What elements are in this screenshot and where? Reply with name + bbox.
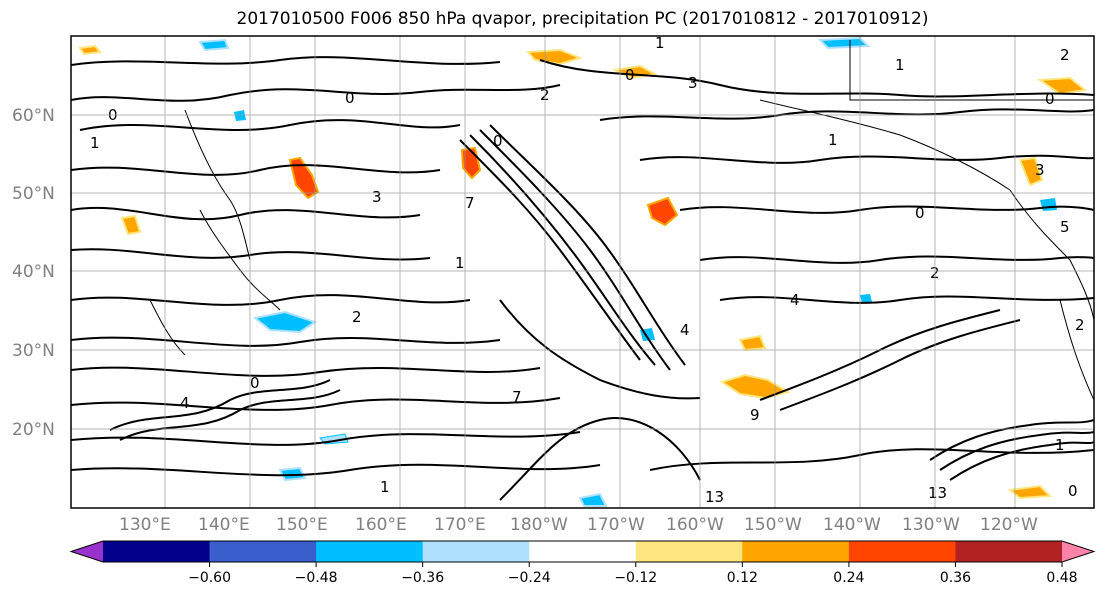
contour-label: 0 (1068, 482, 1078, 500)
lon-label: 140°E (198, 515, 250, 535)
contour-label: 1 (655, 34, 665, 52)
colorbar-segment (742, 541, 850, 562)
colorbar-segment (529, 541, 637, 562)
colorbar-segment (955, 541, 1063, 562)
contour-label: 9 (750, 406, 760, 424)
lon-label: 120°W (980, 515, 1038, 535)
colorbar-segment (1062, 541, 1094, 562)
lon-label: 130°W (902, 515, 960, 535)
contour-label: 0 (345, 89, 355, 107)
latitude-labels: 60°N 50°N 40°N 30°N 20°N (12, 106, 55, 440)
colorbar-tick-label: 0.36 (940, 570, 971, 586)
contour-label: 3 (372, 188, 382, 206)
coastlines (149, 40, 1094, 401)
colorbar-tick-label: −0.48 (295, 570, 338, 586)
colorbar-tick-label: −0.36 (401, 570, 444, 586)
map-title: 2017010500 F006 850 hPa qvapor, precipit… (236, 9, 929, 29)
colorbar-segment (316, 541, 424, 562)
lat-label: 60°N (12, 106, 55, 126)
contour-label: 2 (352, 308, 362, 326)
contour-label: 2 (1060, 46, 1070, 64)
colorbar-segment (209, 541, 317, 562)
contour-label: 0 (493, 132, 503, 150)
contour-label: 1 (455, 254, 465, 272)
contour-label: 13 (928, 484, 947, 502)
contour-label: 4 (790, 291, 800, 309)
qvapor-contours (71, 56, 1094, 501)
colorbar-tick-label: −0.12 (614, 570, 657, 586)
contour-label: 7 (512, 388, 522, 406)
lat-label: 20°N (12, 420, 55, 440)
contour-label: 13 (705, 488, 724, 506)
contour-label: 0 (625, 66, 635, 84)
lon-label: 170°W (587, 515, 645, 535)
lon-label: 150°W (744, 515, 802, 535)
longitude-labels: 130°E 140°E 150°E 160°E 170°E 180°W 170°… (119, 515, 1038, 535)
contour-label: 1 (1055, 436, 1065, 454)
contour-label: 5 (1060, 218, 1070, 236)
contour-label: 1 (895, 56, 905, 74)
contour-label: 2 (1075, 316, 1085, 334)
contour-label: 1 (90, 134, 100, 152)
contour-label: 4 (180, 394, 190, 412)
colorbar-tick-label: 0.48 (1046, 570, 1077, 586)
contour-label: 1 (380, 478, 390, 496)
colorbar-tick-label: 0.24 (833, 570, 864, 586)
colorbar-segment (848, 541, 956, 562)
lon-label: 180°W (510, 515, 568, 535)
contour-label: 1 (828, 131, 838, 149)
lon-label: 150°E (276, 515, 328, 535)
contour-label: 3 (1035, 161, 1045, 179)
colorbar-outline (69, 540, 1096, 563)
map-plot-area (71, 36, 1094, 508)
colorbar-segment (635, 541, 743, 562)
lon-label: 170°E (434, 515, 486, 535)
contour-label: 3 (688, 74, 698, 92)
contour-label: 0 (1045, 90, 1055, 108)
contour-label: 4 (680, 321, 690, 339)
colorbar-segment (71, 541, 103, 562)
colorbar: −0.60 −0.48 −0.36 −0.24 −0.12 0.12 0.24 0.36 0.4… (69, 540, 1096, 586)
lon-label: 160°E (355, 515, 407, 535)
colorbar-tick-label: −0.24 (508, 570, 551, 586)
map-frame (70, 35, 1095, 509)
contour-label: 0 (915, 204, 925, 222)
colorbar-segment (103, 541, 211, 562)
lat-label: 40°N (12, 262, 55, 282)
contour-label: 7 (465, 194, 475, 212)
lat-label: 50°N (12, 184, 55, 204)
colorbar-segment (422, 541, 530, 562)
colorbar-tick-label: −0.60 (188, 570, 231, 586)
contour-label: 0 (250, 374, 260, 392)
colorbar-tick-label: 0.12 (727, 570, 758, 586)
graticule (71, 36, 1094, 508)
lon-label: 130°E (119, 515, 171, 535)
lon-label: 160°W (666, 515, 724, 535)
lat-label: 30°N (12, 341, 55, 361)
lon-label: 140°W (823, 515, 881, 535)
